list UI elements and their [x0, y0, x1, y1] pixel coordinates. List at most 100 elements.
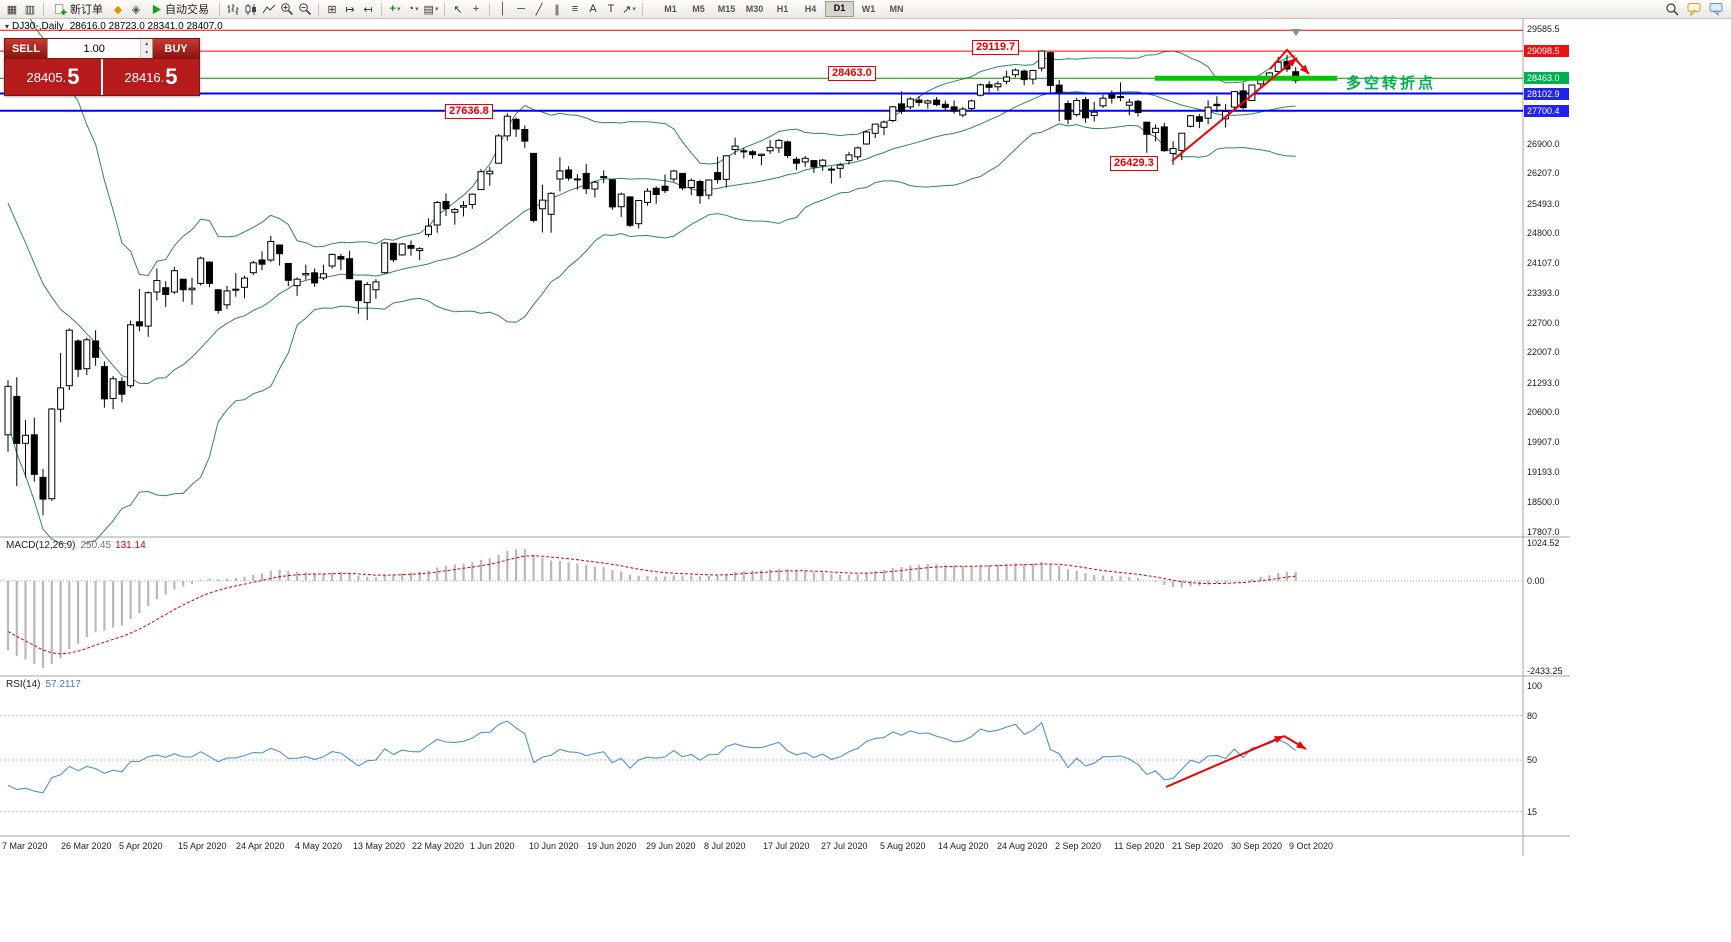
volume-down-icon[interactable]: ▼ — [141, 48, 152, 58]
volume-input[interactable] — [48, 39, 141, 58]
timeframe-h4[interactable]: H4 — [804, 4, 817, 14]
rsi-axis-label[interactable]: 100 — [1527, 681, 1543, 691]
market-watch-icon[interactable]: ◆ — [113, 3, 123, 16]
price-tag-29119.7[interactable]: 29119.7 — [972, 40, 1020, 55]
timeframe-w1[interactable]: W1 — [861, 4, 876, 14]
date-axis-label[interactable]: 24 Apr 2020 — [236, 841, 285, 851]
timeframe-m5[interactable]: M5 — [692, 4, 705, 14]
date-axis-label[interactable]: 5 Aug 2020 — [880, 841, 926, 851]
buy-button[interactable]: BUY — [153, 39, 199, 58]
date-axis-label[interactable]: 10 Jun 2020 — [529, 841, 579, 851]
arrows-icon[interactable]: ↗ ▾ — [622, 3, 636, 16]
price-axis-label[interactable]: 29585.5 — [1527, 24, 1560, 34]
chart-menu-icon[interactable]: ▾ — [5, 22, 10, 31]
price-tag-28463.0[interactable]: 28463.0 — [828, 66, 876, 81]
date-axis-label[interactable]: 29 Jun 2020 — [646, 841, 696, 851]
price-axis-label[interactable]: 18500.0 — [1527, 497, 1560, 507]
price-axis-label[interactable]: 25493.0 — [1527, 199, 1560, 209]
date-axis-label[interactable]: 22 May 2020 — [412, 841, 465, 851]
date-axis-label[interactable]: 9 Oct 2020 — [1289, 841, 1334, 851]
price-axis-label[interactable]: 26207.0 — [1527, 168, 1560, 178]
rsi-axis-label[interactable]: 15 — [1527, 807, 1538, 817]
community-icon[interactable] — [1707, 1, 1725, 17]
timeframe-m15[interactable]: M15 — [717, 4, 736, 14]
price-axis-label[interactable]: 22700.0 — [1527, 318, 1560, 328]
date-axis-label[interactable]: 14 Aug 2020 — [938, 841, 989, 851]
price-axis-label[interactable]: 26900.0 — [1527, 139, 1560, 149]
sell-price-button[interactable]: 28405. 5 — [5, 59, 101, 95]
bar-chart-icon[interactable] — [224, 1, 242, 17]
text-icon[interactable]: A — [589, 3, 597, 15]
date-axis-label[interactable]: 15 Apr 2020 — [178, 841, 227, 851]
macd-axis-label[interactable]: 0.00 — [1527, 576, 1545, 586]
date-axis-label[interactable]: 24 Aug 2020 — [997, 841, 1048, 851]
price-level-label[interactable]: 28102.9 — [1524, 88, 1569, 100]
zoom-in-icon[interactable] — [278, 1, 296, 17]
price-axis-label[interactable]: 24107.0 — [1527, 258, 1560, 268]
sell-button[interactable]: SELL — [5, 39, 47, 58]
new-chart-icon[interactable]: ▦ — [6, 3, 18, 16]
date-axis-label[interactable]: 5 Apr 2020 — [119, 841, 163, 851]
rsi-axis-label[interactable]: 80 — [1527, 711, 1538, 721]
panel-separators[interactable] — [0, 18, 1570, 856]
price-tag-27636.8[interactable]: 27636.8 — [445, 104, 493, 119]
price-axis-label[interactable]: 19193.0 — [1527, 467, 1560, 477]
periods-icon[interactable]: ◔ ▾ — [407, 3, 419, 15]
templates-icon[interactable]: ▤ ▾ — [423, 3, 439, 16]
rsi-axis-label[interactable]: 50 — [1527, 755, 1538, 765]
timeframe-h1[interactable]: H1 — [776, 4, 789, 14]
trend-arrows[interactable] — [1165, 48, 1310, 788]
zoom-out-icon[interactable] — [296, 1, 314, 17]
cursor-icon[interactable]: ↖ — [453, 3, 463, 16]
crosshair-icon[interactable]: + — [472, 3, 480, 15]
auto-scroll-icon[interactable]: ↦ — [345, 3, 355, 16]
date-axis-label[interactable]: 21 Sep 2020 — [1172, 841, 1224, 851]
date-axis-label[interactable]: 11 Sep 2020 — [1114, 841, 1165, 851]
timeframe-m1[interactable]: M1 — [664, 4, 677, 14]
date-axis-label[interactable]: 19 Jun 2020 — [587, 841, 637, 851]
price-axis-label[interactable]: 22007.0 — [1527, 347, 1560, 357]
date-axis-label[interactable]: 27 Jul 2020 — [821, 841, 868, 851]
price-axis-label[interactable]: 24800.0 — [1527, 228, 1560, 238]
timeframe-m30[interactable]: M30 — [745, 4, 764, 14]
price-level-label[interactable]: 29098.5 — [1524, 45, 1569, 57]
date-axis-label[interactable]: 26 Mar 2020 — [61, 841, 112, 851]
price-axis-label[interactable]: 19907.0 — [1527, 437, 1560, 447]
price-tag-26429.3[interactable]: 26429.3 — [1110, 156, 1158, 171]
annotation-note[interactable]: 多空转折点 — [1346, 75, 1437, 92]
price-axis-label[interactable]: 17807.0 — [1527, 527, 1560, 537]
candlestick-chart-icon[interactable] — [242, 1, 260, 17]
fibonacci-icon[interactable]: ≡ — [571, 3, 579, 15]
chat-icon[interactable] — [1685, 1, 1703, 17]
horizontal-line-icon[interactable]: ─ — [517, 3, 525, 15]
timeframe-d1[interactable]: D1 — [825, 1, 854, 17]
buy-price-button[interactable]: 28416. 5 — [103, 59, 199, 95]
channel-icon[interactable]: ∥ — [554, 3, 560, 16]
date-axis-label[interactable]: 8 Jul 2020 — [704, 841, 746, 851]
autotrade-button[interactable]: 自动交易 — [145, 1, 215, 17]
date-axis-label[interactable]: 13 May 2020 — [353, 841, 406, 851]
vertical-line-icon[interactable]: │ — [499, 3, 507, 15]
macd-axis-label[interactable]: -2433.25 — [1527, 666, 1563, 676]
chart-shift-icon[interactable]: ↤ — [363, 3, 373, 16]
date-axis-label[interactable]: 7 Mar 2020 — [2, 841, 48, 851]
new-order-button[interactable]: 新订单 — [48, 1, 109, 17]
tile-windows-icon[interactable]: ⊞ — [327, 3, 337, 16]
chart-shift-marker[interactable] — [1291, 29, 1301, 36]
date-axis-label[interactable]: 4 May 2020 — [295, 841, 343, 851]
timeframe-mn[interactable]: MN — [889, 4, 904, 14]
search-icon[interactable] — [1663, 1, 1681, 17]
date-axis-label[interactable]: 1 Jun 2020 — [470, 841, 515, 851]
indicators-icon[interactable]: + ▾ — [389, 3, 401, 15]
text-label-icon[interactable]: T — [607, 3, 615, 15]
price-axis-label[interactable]: 23393.0 — [1527, 288, 1560, 298]
trendline-icon[interactable]: ╱ — [535, 3, 543, 16]
macd-axis-label[interactable]: 1024.52 — [1527, 538, 1560, 548]
price-axis-label[interactable]: 21293.0 — [1527, 378, 1560, 388]
date-axis-label[interactable]: 17 Jul 2020 — [763, 841, 810, 851]
profiles-icon[interactable]: ▥ — [24, 3, 36, 16]
date-axis-label[interactable]: 30 Sep 2020 — [1231, 841, 1283, 851]
date-axis-label[interactable]: 2 Sep 2020 — [1055, 841, 1102, 851]
navigator-icon[interactable]: ◈ — [131, 3, 141, 16]
